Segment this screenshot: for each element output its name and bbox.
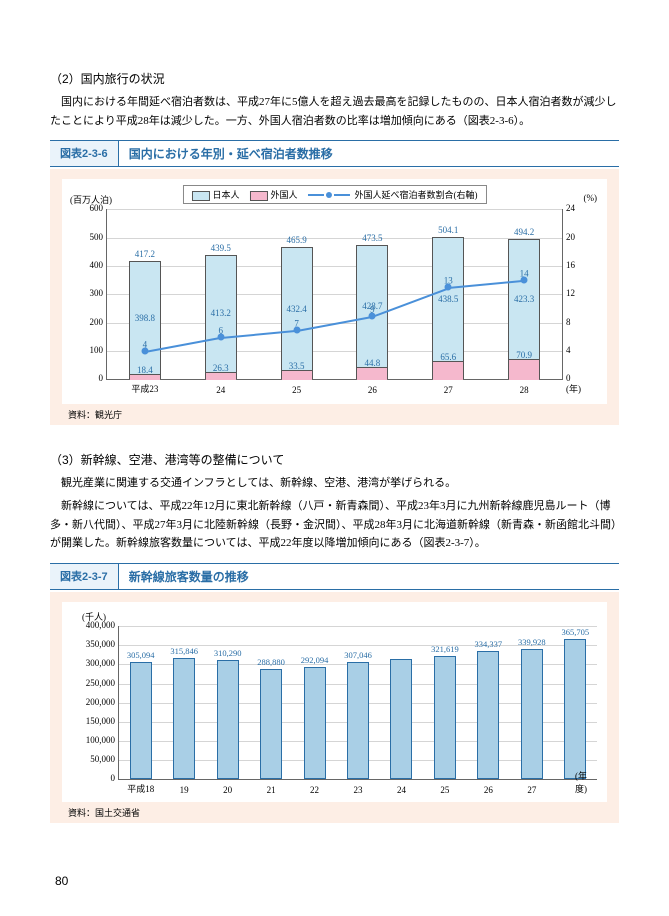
fig237-source: 資料：国土交通省 [68,806,613,819]
legend-fr-text: 外国人 [271,190,298,200]
y-right-title: (%) [584,193,598,203]
swatch-jp [191,191,209,201]
legend-line-ln2 [334,194,350,196]
section2-para1: 国内における年間延べ宿泊者数は、平成27年に5億人を超え過去最高を記録したものの… [50,93,619,130]
legend-line-dot [326,192,332,198]
section3-para1: 観光産業に関連する交通インフラとしては、新幹線、空港、港湾が挙げられる。 [50,474,619,493]
legend-line-text: 外国人延べ宿泊者数割合(右軸) [355,188,478,201]
legend-jp-text: 日本人 [212,190,239,200]
spacer [50,425,619,451]
fig236-num: 図表2-3-6 [50,141,119,166]
legend-line: 外国人延べ宿泊者数割合(右軸) [308,188,478,201]
fig236-label-row: 図表2-3-6 国内における年別・延べ宿泊者数推移 [50,140,619,167]
fig236-legend: 日本人 外国人 外国人延べ宿泊者数割合(右軸) [182,185,486,204]
fig236-title: 国内における年別・延べ宿泊者数推移 [119,141,343,166]
fig237-title: 新幹線旅客数量の推移 [119,564,259,589]
fig237-chart: (千人) 050,000100,000150,000200,000250,000… [62,602,607,802]
fig237-label-row: 図表2-3-7 新幹線旅客数量の推移 [50,563,619,590]
page-number: 80 [55,874,68,888]
fig236-plot: 010020030040050060004812162024417.2398.8… [106,209,563,380]
fig237-plot: 050,000100,000150,000200,000250,000300,0… [118,626,597,780]
section3-heading: （3）新幹線、空港、港湾等の整備について [50,451,619,468]
legend-jp: 日本人 [191,188,239,201]
section3-para2: 新幹線については、平成22年12月に東北新幹線（八戸・新青森間）、平成23年3月… [50,497,619,553]
fig237-num: 図表2-3-7 [50,564,119,589]
legend-line-ln [308,194,324,196]
fig236-chart: 日本人 外国人 外国人延べ宿泊者数割合(右軸) (百万人泊) (%) 01002… [62,179,607,404]
page: （2）国内旅行の状況 国内における年間延べ宿泊者数は、平成27年に5億人を超え過… [0,0,669,853]
fig236-source: 資料：観光庁 [68,408,613,421]
fig237-box: (千人) 050,000100,000150,000200,000250,000… [50,592,619,823]
fig236-box: 日本人 外国人 外国人延べ宿泊者数割合(右軸) (百万人泊) (%) 01002… [50,169,619,425]
legend-fr: 外国人 [250,188,298,201]
section2-heading: （2）国内旅行の状況 [50,70,619,87]
swatch-fr [250,191,268,201]
